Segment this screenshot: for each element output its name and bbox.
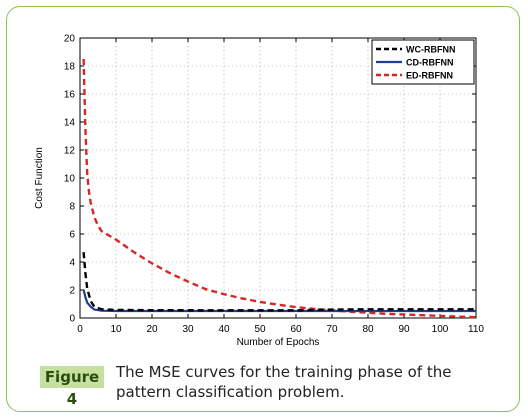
series-line-ed-rbfnn (82, 58, 477, 319)
grid-layer (80, 38, 476, 318)
x-tick-label: 70 (326, 324, 338, 335)
y-tick-label: 8 (69, 202, 75, 213)
y-tick-label: 10 (64, 174, 76, 185)
mse-line-chart: 0 10 20 30 40 50 60 70 80 90 100 110 0 2 4 6 8 10 12 14 16 18… (34, 34, 485, 349)
x-tick-label: 10 (110, 324, 122, 335)
series-layer (82, 58, 477, 319)
x-tick-label: 40 (218, 324, 230, 335)
y-tick-label: 14 (64, 118, 76, 129)
y-tick-label: 18 (64, 62, 76, 73)
legend: WC-RBFNN CD-RBFNN ED-RBFNN (371, 39, 475, 85)
x-tick-label: 0 (77, 324, 83, 335)
x-tick-label: 60 (290, 324, 302, 335)
figure-caption: Figure 4 The MSE curves for the training… (40, 362, 510, 408)
x-tick-label: 30 (182, 324, 194, 335)
figure-label: Figure 4 (40, 366, 104, 408)
x-tick-label: 100 (432, 324, 449, 335)
x-tick-label: 110 (468, 324, 484, 335)
x-tick-label: 80 (362, 324, 374, 335)
y-tick-label: 4 (69, 258, 75, 269)
y-axis-label: Cost Function (34, 147, 45, 209)
legend-label: ED-RBFNN (406, 71, 453, 81)
x-tick-label: 50 (254, 324, 266, 335)
y-tick-label: 6 (69, 230, 75, 241)
y-tick-label: 0 (69, 314, 75, 325)
legend-label: CD-RBFNN (406, 58, 454, 68)
series-line-wc-rbfnn (82, 252, 476, 312)
caption-text: The MSE curves for the training phase of… (116, 363, 452, 401)
x-tick-label: 90 (398, 324, 410, 335)
x-tick-label: 20 (146, 324, 158, 335)
legend-label: WC-RBFNN (406, 45, 456, 55)
y-tick-label: 16 (64, 90, 76, 101)
series-line-cd-rbfnn (82, 289, 476, 313)
axis-ticks: 0 10 20 30 40 50 60 70 80 90 100 110 0 2 4 6 8 10 12 14 16 18… (64, 34, 485, 336)
y-tick-label: 12 (64, 146, 76, 157)
y-tick-label: 2 (69, 286, 75, 297)
y-tick-label: 20 (64, 34, 76, 45)
x-axis-label: Number of Epochs (237, 337, 320, 348)
